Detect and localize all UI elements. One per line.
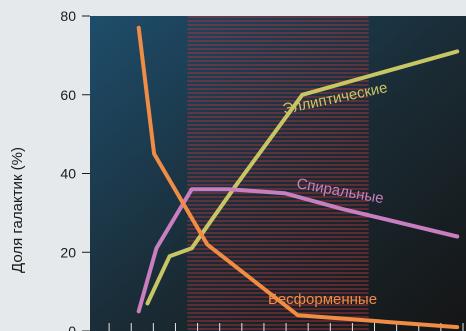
highlight-band bbox=[187, 16, 369, 331]
y-tick-label: 20 bbox=[60, 244, 76, 260]
series-layer bbox=[136, 25, 460, 330]
y-tick-label: 60 bbox=[60, 87, 76, 103]
series-line bbox=[136, 187, 460, 314]
series-label: Бесформенные bbox=[268, 291, 377, 308]
x-axis bbox=[108, 323, 464, 331]
y-axis: 0 20 40 60 80 bbox=[60, 8, 90, 331]
y-tick-label: 80 bbox=[60, 8, 76, 24]
series-line bbox=[136, 25, 460, 330]
y-tick-label: 0 bbox=[68, 323, 76, 331]
y-axis-label: Доля галактик (%) bbox=[9, 147, 26, 273]
series-line bbox=[145, 49, 460, 306]
y-tick-label: 40 bbox=[60, 166, 76, 182]
